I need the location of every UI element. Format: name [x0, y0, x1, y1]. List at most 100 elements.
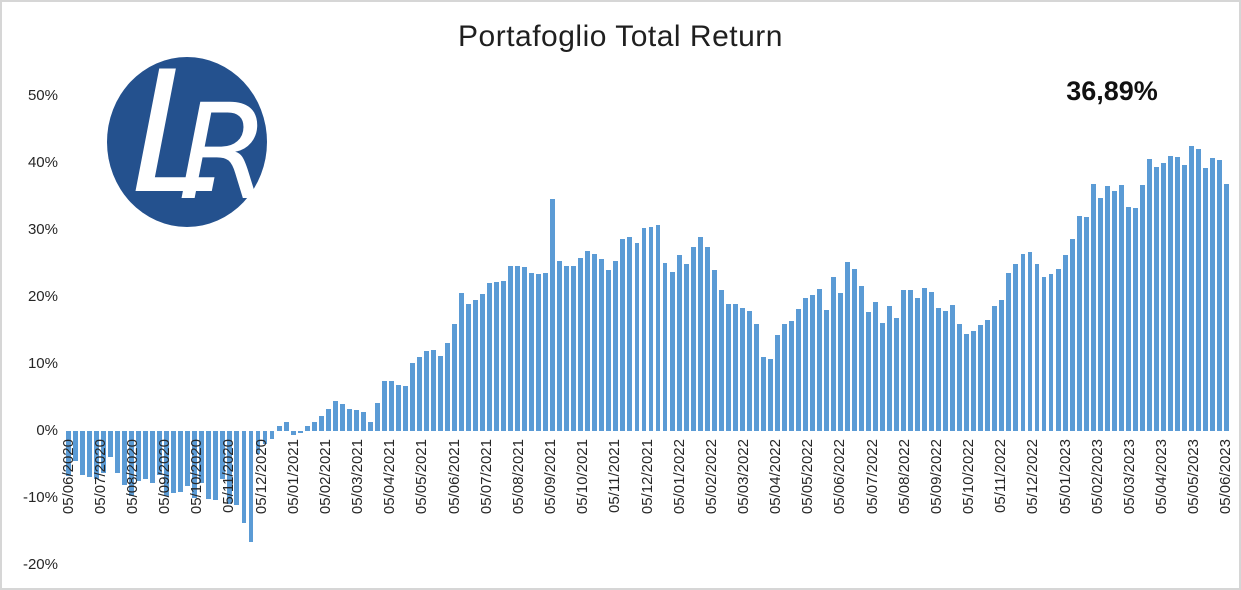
x-tick-label: 05/09/2020 [156, 439, 173, 515]
bar [1160, 163, 1166, 431]
bar [648, 226, 654, 431]
x-tick-label: 05/02/2022 [702, 439, 720, 515]
chart-title: Portafoglio Total Return [458, 20, 783, 53]
bar [1027, 252, 1033, 431]
y-tick-label: 10% [27, 355, 58, 372]
bar [711, 270, 717, 431]
bar [178, 431, 184, 492]
bar [402, 386, 408, 431]
bar [66, 431, 71, 476]
bar [739, 307, 745, 431]
bar [887, 306, 893, 431]
bar [718, 289, 724, 431]
bar [1209, 157, 1215, 431]
bar [466, 303, 471, 431]
x-tick-label: 05/12/2020 [252, 439, 270, 515]
bar [1013, 263, 1019, 431]
bar [1132, 207, 1138, 431]
bar [136, 431, 142, 482]
bar [388, 381, 394, 431]
bar [774, 335, 780, 431]
bar [262, 431, 268, 445]
bar [213, 431, 219, 500]
lr-logo-graphic: L R [107, 35, 270, 231]
bar [866, 311, 872, 431]
bar [809, 294, 815, 431]
bar [943, 311, 949, 431]
bar [129, 431, 135, 496]
bar [409, 363, 415, 431]
bar [1034, 263, 1040, 431]
bar [599, 258, 605, 431]
bar [423, 351, 429, 431]
bar [1041, 276, 1047, 431]
x-tick-label: 05/08/2020 [123, 439, 141, 515]
bar [845, 262, 850, 431]
bar [304, 425, 310, 431]
bar [929, 292, 935, 431]
bar [115, 431, 121, 473]
y-tick-label: 30% [27, 221, 58, 238]
bar [87, 431, 92, 477]
bar [1188, 146, 1194, 431]
bar [697, 236, 703, 431]
bar [788, 321, 794, 431]
bar [634, 242, 640, 431]
bar [992, 305, 998, 431]
bar [1048, 273, 1054, 431]
y-tick-label: 20% [27, 288, 58, 305]
bar [641, 227, 647, 431]
x-tick-label: 05/09/2022 [927, 439, 945, 515]
bar [704, 247, 710, 431]
bar [360, 411, 366, 431]
bar [1181, 165, 1187, 431]
bar [157, 431, 163, 475]
bar [227, 431, 233, 505]
x-tick-label: 05/04/2023 [1153, 439, 1171, 515]
bar [297, 431, 303, 433]
x-tick-label: 05/04/2021 [381, 439, 399, 515]
bar [564, 265, 570, 431]
bar [627, 237, 633, 431]
bar [185, 431, 191, 486]
bar [206, 431, 212, 500]
x-tick-label: 05/07/2020 [91, 439, 109, 515]
x-tick-label: 05/05/2021 [413, 439, 431, 515]
bar [101, 431, 107, 474]
bar [381, 381, 387, 431]
x-tick-label: 05/12/2021 [638, 439, 656, 515]
bar [725, 304, 731, 431]
bar [852, 268, 857, 431]
x-tick-label: 05/01/2022 [670, 439, 688, 515]
x-tick-label: 05/01/2021 [284, 439, 302, 515]
bar [150, 431, 156, 483]
bar [613, 260, 619, 431]
bar [1006, 272, 1012, 431]
y-tick-label: 40% [27, 154, 58, 171]
bar [978, 325, 984, 431]
bar [501, 280, 507, 431]
bar [290, 431, 296, 436]
x-tick-label: 05/03/2023 [1120, 439, 1138, 515]
bar [578, 258, 584, 431]
bar [276, 426, 282, 431]
bar [760, 357, 766, 431]
bar [1195, 148, 1201, 431]
bar [108, 431, 114, 458]
x-tick-label: 05/10/2021 [574, 439, 592, 515]
bar [922, 288, 928, 431]
x-tick-label: 05/07/2022 [863, 439, 881, 515]
x-tick-label: 05/06/2023 [1217, 439, 1235, 515]
bar [1069, 238, 1075, 431]
bar [683, 263, 689, 431]
bar [269, 431, 275, 440]
x-tick-label: 05/06/2020 [59, 439, 77, 515]
bar [1224, 183, 1229, 431]
bar [248, 431, 254, 542]
x-tick-label: 05/05/2022 [799, 439, 817, 515]
bar [332, 400, 338, 431]
bar [781, 324, 787, 431]
bar [894, 317, 900, 431]
bar [367, 421, 373, 431]
